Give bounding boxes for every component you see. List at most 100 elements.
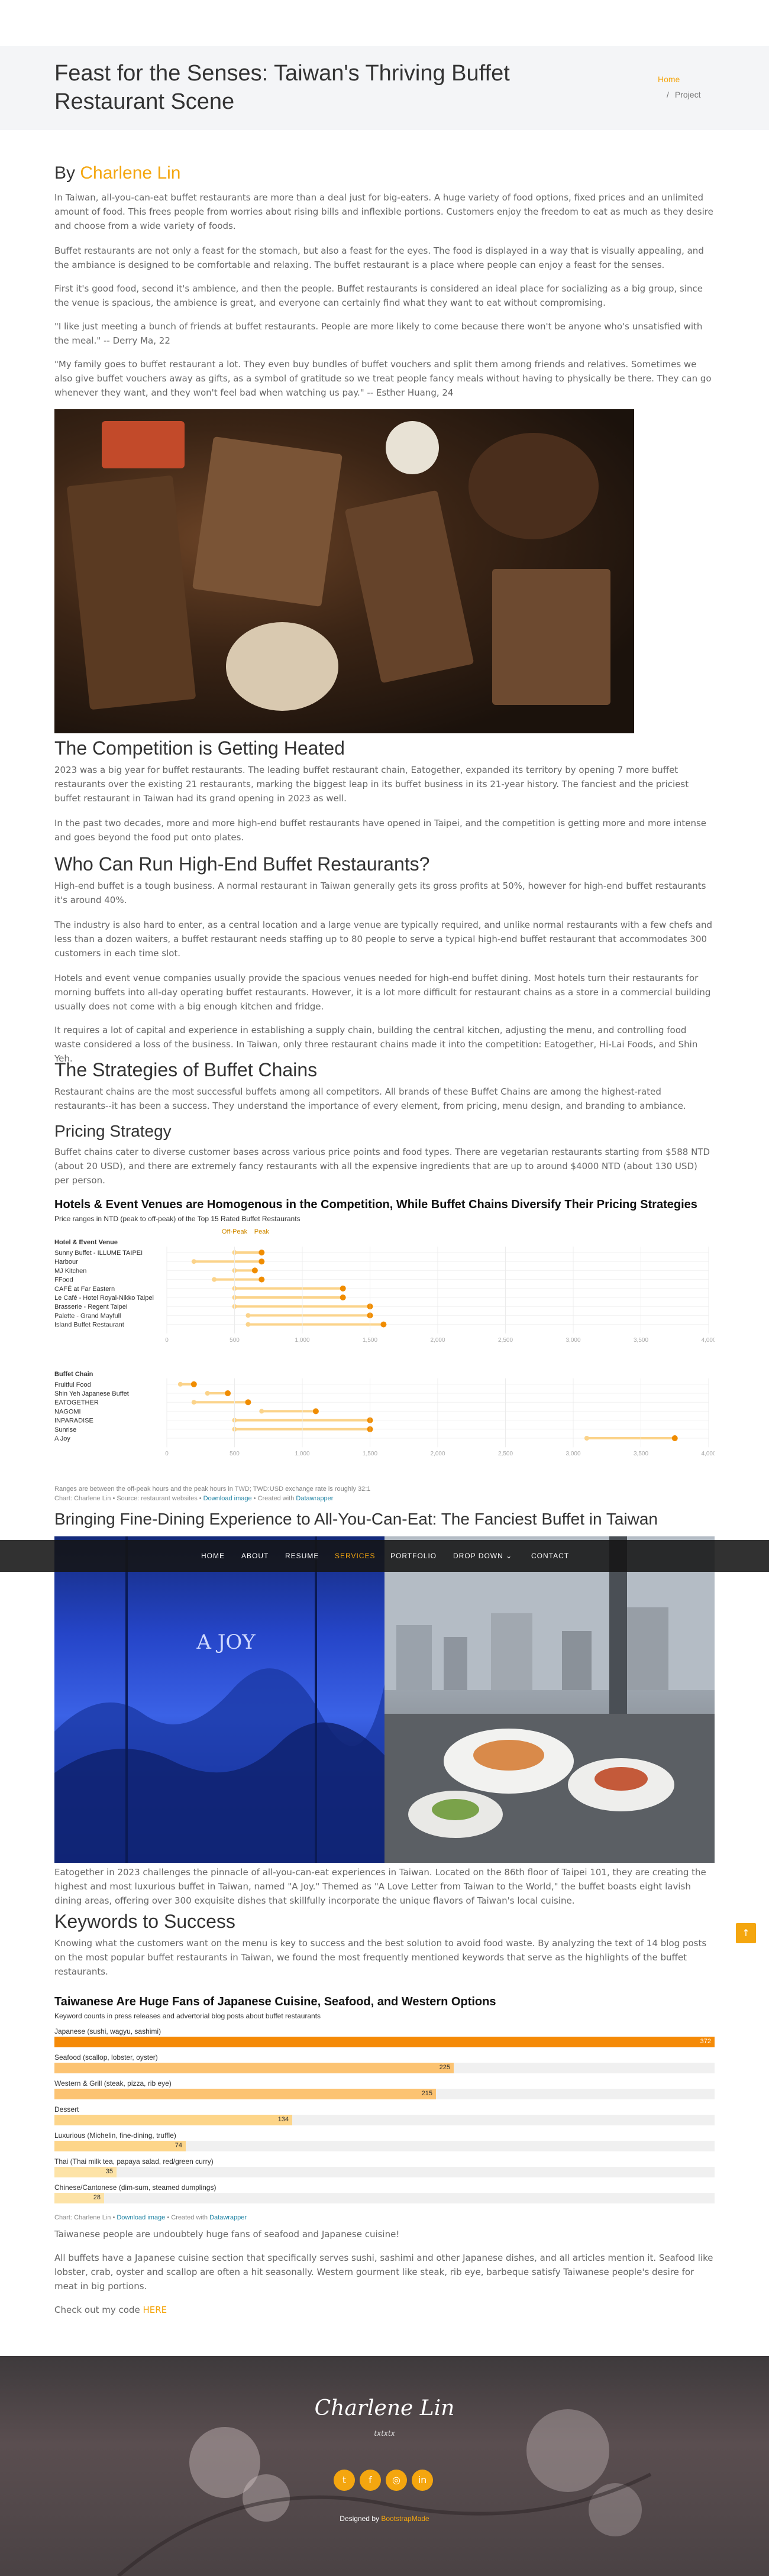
who-paragraph-3: Hotels and event venue companies usually… [54, 973, 711, 1012]
instagram-icon[interactable]: ◎ [386, 2470, 407, 2491]
breadcrumb-home-link[interactable]: Home [658, 75, 680, 84]
nav-about[interactable]: ABOUT [241, 1552, 269, 1560]
bar-value-label: 134 [277, 2116, 289, 2123]
a-joy-dining-table-photo [384, 1536, 715, 1863]
strategies-paragraph: Restaurant chains are the most successfu… [54, 1086, 686, 1111]
nav-contact[interactable]: CONTACT [531, 1552, 570, 1560]
footer-brand: Charlene Lin [314, 2396, 455, 2420]
group-label: Buffet Chain [54, 1371, 93, 1378]
keyword-bar [54, 2089, 436, 2099]
row-label: Fruitful Food [54, 1381, 91, 1389]
keyword-bar [54, 2167, 117, 2177]
row-label: Sunrise [54, 1426, 76, 1433]
bar-category-label: Chinese/Cantonese (dim-sum, steamed dump… [54, 2183, 217, 2192]
chart2-datawrapper-link[interactable]: Datawrapper [209, 2214, 247, 2221]
buffet-food-photo [54, 409, 634, 733]
linkedin-icon[interactable]: in [412, 2470, 433, 2491]
chart2-subtitle: Keyword counts in press releases and adv… [54, 2012, 321, 2020]
footer-credit-text: Designed by [340, 2514, 382, 2523]
nav-dropdown-label: DROP DOWN [453, 1552, 503, 1560]
quote-derry: "I like just meeting a bunch of friends … [54, 321, 703, 346]
intro-paragraph-2: Buffet restaurants are not only a feast … [54, 245, 704, 270]
breadcrumb-separator: / [667, 90, 669, 99]
nav-services[interactable]: SERVICES [335, 1552, 376, 1560]
x-tick-label: 0 [165, 1337, 169, 1344]
chart2-download-link[interactable]: Download image [117, 2214, 166, 2221]
x-tick-label: 3,000 [566, 1451, 580, 1457]
bar-category-label: Seafood (scallop, lobster, oyster) [54, 2053, 158, 2062]
twitter-icon[interactable]: t [334, 2470, 355, 2491]
chart1-source: Chart: Charlene Lin • Source: restaurant… [54, 1495, 715, 1502]
bar-category-label: Western & Grill (steak, pizza, rib eye) [54, 2079, 172, 2088]
row-label: FFood [54, 1277, 73, 1284]
keyword-bar [54, 2063, 454, 2073]
nav-resume[interactable]: RESUME [285, 1552, 319, 1560]
row-label: Island Buffet Restaurant [54, 1322, 124, 1329]
bar-value-label: 74 [175, 2142, 182, 2149]
x-tick-label: 500 [230, 1337, 240, 1344]
chart1-title: Hotels & Event Venues are Homogenous in … [54, 1198, 697, 1211]
bar-value-label: 35 [105, 2168, 113, 2175]
competition-paragraph-2: In the past two decades, more and more h… [54, 818, 707, 843]
peak-dot [190, 1381, 197, 1387]
a-joy-sign: A JOY [196, 1630, 256, 1654]
chevron-down-icon: ⌄ [506, 1552, 513, 1560]
row-label: CAFÉ at Far Eastern [54, 1285, 115, 1293]
keywords-after-2: All buffets have a Japanese cuisine sect… [54, 2253, 713, 2292]
chart1-datawrapper-link[interactable]: Datawrapper [296, 1495, 334, 1502]
x-tick-label: 2,000 [430, 1451, 445, 1457]
offpeak-dot [245, 1313, 251, 1318]
chart2-source: Chart: Charlene Lin • Download image • C… [54, 2214, 715, 2221]
peak-dot [312, 1408, 319, 1415]
pricing-paragraph: Buffet chains cater to diverse customer … [54, 1147, 710, 1186]
breadcrumb: / Project [667, 90, 706, 99]
price-range-chart: Off-Peak Peak Hotel & Event Venue Sunny Buf… [54, 1228, 715, 1457]
chart2-created-text: • Created with [165, 2214, 210, 2221]
code-line: Check out my code HERE [54, 2303, 715, 2317]
row-label: A Joy [54, 1435, 70, 1442]
peak-dot [259, 1250, 265, 1255]
top-nav-bar: HOME ABOUT RESUME SERVICES PORTFOLIO DRO… [0, 1540, 769, 1572]
finedining-paragraph: Eatogether in 2023 challenges the pinnac… [54, 1867, 706, 1906]
x-tick-label: 2,500 [498, 1337, 513, 1344]
keyword-bar [54, 2141, 186, 2151]
bar-value-label: 372 [700, 2038, 711, 2045]
back-to-top-button[interactable]: ↑ [736, 1923, 756, 1943]
peak-dot [259, 1258, 265, 1265]
keyword-bar [54, 2193, 104, 2203]
keywords-after-1: Taiwanese people are undoubtely huge fan… [54, 2229, 400, 2240]
nav-home[interactable]: HOME [201, 1552, 225, 1560]
bar-track [54, 2193, 715, 2203]
who-heading: Who Can Run High-End Buffet Restaurants? [54, 853, 430, 875]
competition-heading: The Competition is Getting Heated [54, 737, 345, 759]
competition-paragraph-1: 2023 was a big year for buffet restauran… [54, 765, 689, 804]
code-link[interactable]: HERE [143, 2305, 167, 2315]
x-tick-label: 3,000 [566, 1337, 580, 1344]
x-tick-label: 2,000 [430, 1337, 445, 1344]
byline: By Charlene Lin [54, 163, 715, 183]
code-prefix: Check out my code [54, 2305, 143, 2315]
bootstrapmade-link[interactable]: BootstrapMade [381, 2514, 429, 2523]
chart1-subtitle: Price ranges in NTD (peak to off-peak) o… [54, 1215, 301, 1223]
chart1-note: Ranges are between the off-peak hours an… [54, 1486, 371, 1493]
x-tick-label: 1,000 [295, 1337, 309, 1344]
nav-dropdown[interactable]: DROP DOWN ⌄ [453, 1552, 512, 1560]
x-tick-label: 2,500 [498, 1451, 513, 1457]
who-paragraph-4: It requires a lot of capital and experie… [54, 1025, 698, 1064]
keywords-heading: Keywords to Success [54, 1911, 235, 1932]
author-link[interactable]: Charlene Lin [80, 163, 181, 183]
chart1-download-link[interactable]: Download image [203, 1495, 252, 1502]
strategies-heading: The Strategies of Buffet Chains [54, 1059, 318, 1080]
who-paragraph-2: The industry is also hard to enter, as a… [54, 920, 713, 959]
bar-track [54, 2167, 715, 2177]
bar-category-label: Japanese (sushi, wagyu, sashimi) [54, 2027, 161, 2035]
bar-value-label: 225 [439, 2064, 450, 2071]
nav-portfolio[interactable]: PORTFOLIO [390, 1552, 437, 1560]
chart2-source-text: Chart: Charlene Lin • [54, 2214, 117, 2221]
legend-peak-label: Peak [254, 1228, 270, 1235]
intro-paragraph-1: In Taiwan, all-you-can-eat buffet restau… [54, 192, 713, 231]
chart2-title: Taiwanese Are Huge Fans of Japanese Cuis… [54, 1995, 496, 2008]
offpeak-dot [177, 1381, 183, 1387]
offpeak-dot [191, 1259, 196, 1264]
facebook-icon[interactable]: f [360, 2470, 381, 2491]
